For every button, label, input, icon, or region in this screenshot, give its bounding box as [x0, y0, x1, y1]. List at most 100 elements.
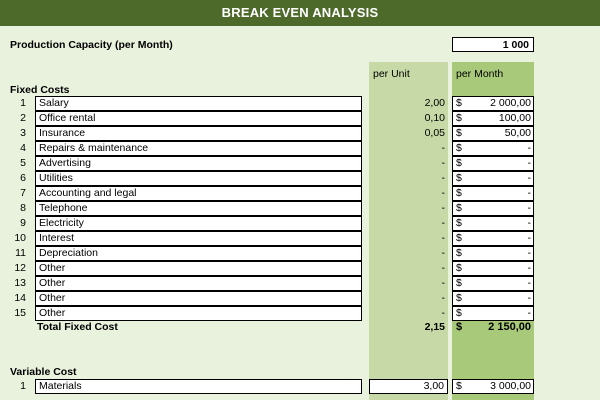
- cost-name-input[interactable]: Electricity: [35, 216, 362, 231]
- row-number: 7: [20, 187, 26, 199]
- per-unit-value: -: [441, 187, 446, 199]
- per-month-header: per Month: [456, 68, 504, 80]
- cost-name-input[interactable]: Depreciation: [35, 246, 362, 261]
- currency-symbol: $: [456, 217, 462, 229]
- currency-symbol: $: [456, 97, 462, 109]
- per-month-value: -: [527, 217, 532, 229]
- currency-symbol: $: [456, 157, 462, 169]
- per-unit-value: 2,00: [424, 97, 445, 109]
- table-row: 11 Depreciation - $ -: [0, 246, 600, 261]
- per-unit-value: -: [441, 262, 446, 274]
- cost-name-input[interactable]: Advertising: [35, 156, 362, 171]
- table-row: 4 Repairs & maintenance - $ -: [0, 141, 600, 156]
- cost-name-input[interactable]: Other: [35, 261, 362, 276]
- table-row: 2 Office rental 0,10 $100,00: [0, 111, 600, 126]
- row-number: 10: [14, 232, 26, 244]
- row-number: 2: [20, 112, 26, 124]
- cost-name-input[interactable]: Office rental: [35, 111, 362, 126]
- per-unit-column: [369, 62, 448, 400]
- per-month-cell-box: [452, 186, 534, 201]
- per-unit-value: 0,10: [424, 112, 445, 124]
- currency-symbol: $: [456, 277, 462, 289]
- per-unit-input[interactable]: 3,00: [369, 379, 448, 394]
- total-fixed-cost-per-unit: 2,15: [424, 321, 445, 333]
- per-month-cell-box: [452, 126, 534, 141]
- total-fixed-cost-per-month: 2 150,00: [488, 321, 531, 333]
- cost-name-input[interactable]: Insurance: [35, 126, 362, 141]
- currency-symbol: $: [456, 187, 462, 199]
- table-row: 6 Utilities - $ -: [0, 171, 600, 186]
- per-unit-value: -: [441, 307, 446, 319]
- per-month-value: -: [527, 142, 532, 154]
- per-unit-value: -: [441, 172, 446, 184]
- table-row: 3 Insurance 0,05 $50,00: [0, 126, 600, 141]
- cost-name-input[interactable]: Other: [35, 291, 362, 306]
- per-month-value: -: [527, 202, 532, 214]
- per-month-cell-box: [452, 171, 534, 186]
- per-month-value: -: [527, 262, 532, 274]
- cost-name-input[interactable]: Utilities: [35, 171, 362, 186]
- cost-name-input[interactable]: Repairs & maintenance: [35, 141, 362, 156]
- table-row: 10 Interest - $ -: [0, 231, 600, 246]
- per-unit-value: -: [441, 247, 446, 259]
- row-number: 5: [20, 157, 26, 169]
- row-number: 6: [20, 172, 26, 184]
- row-number: 11: [15, 247, 26, 259]
- capacity-input[interactable]: 1 000: [452, 37, 534, 52]
- cost-name-input[interactable]: Other: [35, 276, 362, 291]
- per-month-cell-box: [452, 111, 534, 126]
- row-number: 3: [20, 127, 26, 139]
- row-number: 13: [14, 277, 26, 289]
- cost-name-input[interactable]: Accounting and legal: [35, 186, 362, 201]
- per-month-cell-box: [452, 246, 534, 261]
- currency-symbol: $: [456, 232, 462, 244]
- per-unit-value: -: [441, 232, 446, 244]
- table-row: 13 Other - $ -: [0, 276, 600, 291]
- per-month-cell-box: [452, 261, 534, 276]
- per-month-value: -: [527, 277, 532, 289]
- table-row: 1 Salary 2,00 $2 000,00: [0, 96, 600, 111]
- row-number: 4: [20, 142, 26, 154]
- currency-symbol: $: [456, 112, 462, 124]
- per-month-value: 2 000,00: [490, 97, 531, 109]
- per-month-cell-box: [452, 231, 534, 246]
- per-month-value: -: [527, 307, 532, 319]
- per-month-value[interactable]: 3 000,00: [490, 380, 531, 392]
- currency-symbol: $: [456, 292, 462, 304]
- per-unit-value: 0,05: [424, 127, 445, 139]
- table-row: 1 Materials 3,00 $3 000,00: [0, 379, 600, 394]
- per-month-cell-box: [452, 96, 534, 111]
- per-month-value: -: [527, 157, 532, 169]
- currency-symbol: $: [456, 380, 462, 392]
- currency-symbol: $: [456, 307, 462, 319]
- cost-name-input[interactable]: Telephone: [35, 201, 362, 216]
- row-number: 1: [20, 97, 26, 109]
- sheet-title: BREAK EVEN ANALYSIS: [0, 0, 600, 26]
- per-month-value: -: [527, 232, 532, 244]
- currency-symbol: $: [456, 142, 462, 154]
- cost-name-input[interactable]: Interest: [35, 231, 362, 246]
- per-unit-header: per Unit: [373, 68, 410, 80]
- cost-name-input[interactable]: Materials: [35, 379, 362, 394]
- per-month-cell-box: [452, 156, 534, 171]
- per-month-cell-box: [452, 276, 534, 291]
- table-row: 5 Advertising - $ -: [0, 156, 600, 171]
- total-fixed-cost-currency: $: [456, 321, 463, 333]
- per-month-value: -: [527, 247, 532, 259]
- table-row: 9 Electricity - $ -: [0, 216, 600, 231]
- per-month-cell-box: [452, 379, 534, 394]
- row-number: 9: [20, 217, 26, 229]
- row-number: 14: [14, 292, 26, 304]
- currency-symbol: $: [456, 202, 462, 214]
- per-month-cell-box: [452, 216, 534, 231]
- table-row: 7 Accounting and legal - $ -: [0, 186, 600, 201]
- total-fixed-cost-row: Total Fixed Cost 2,15 $ 2 150,00: [0, 320, 600, 335]
- table-row: 8 Telephone - $ -: [0, 201, 600, 216]
- cost-name-input[interactable]: Salary: [35, 96, 362, 111]
- total-fixed-cost-label: Total Fixed Cost: [37, 321, 118, 333]
- cost-name-input[interactable]: Other: [35, 306, 362, 321]
- per-month-cell-box: [452, 306, 534, 321]
- currency-symbol: $: [456, 247, 462, 259]
- row-number: 1: [20, 380, 26, 392]
- per-month-value: -: [527, 172, 532, 184]
